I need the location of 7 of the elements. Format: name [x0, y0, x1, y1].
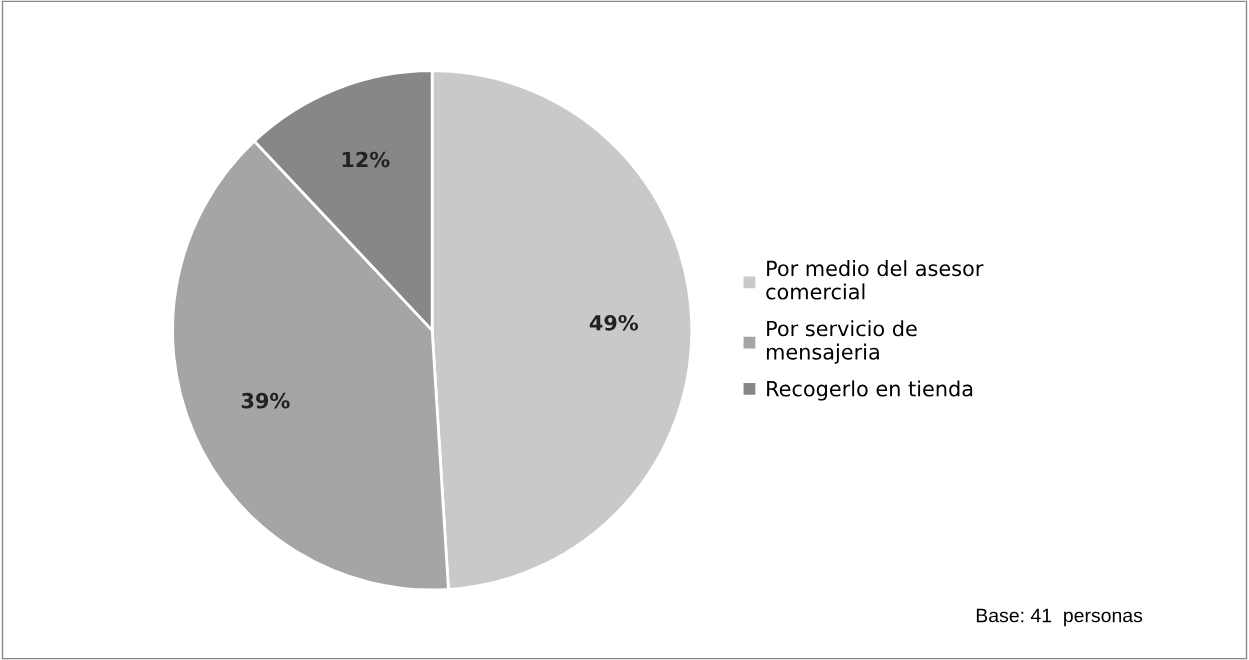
text: Base: 41 personas: [976, 608, 1143, 627]
legend-label: Por medio del asesor comercial: [766, 260, 984, 300]
legend-label: Recogerlo en tienda: [767, 380, 973, 401]
legend-label: Por servicio de mensajeria: [766, 320, 917, 364]
data-label: 49%: [589, 314, 639, 331]
data-label: 39%: [241, 392, 290, 409]
data-label: 12%: [342, 151, 390, 168]
